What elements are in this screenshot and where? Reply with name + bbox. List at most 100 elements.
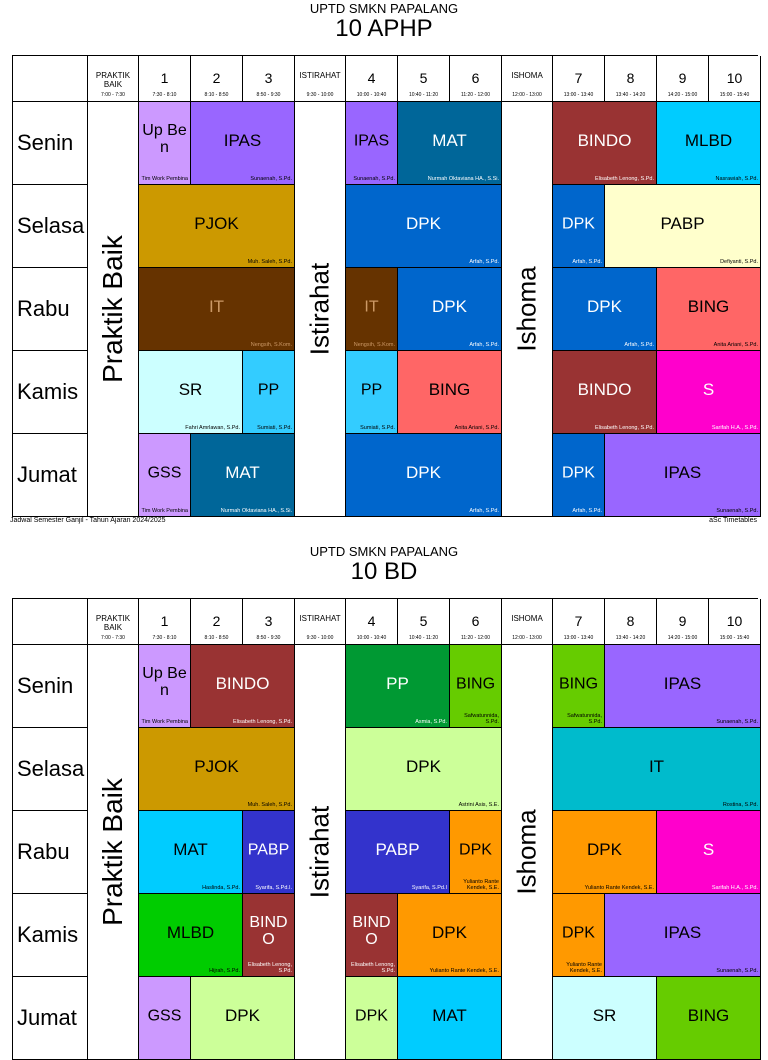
lesson-cell[interactable]: PJOK Muh. Saleh, S.Pd. xyxy=(139,185,295,268)
lesson-cell[interactable]: SR xyxy=(553,977,657,1060)
lesson-cell[interactable]: IT Nengsih, S.Kom. xyxy=(346,268,398,351)
teacher-name: Elisabeth Lenong, S.Pd. xyxy=(594,425,654,431)
subject-code: DPK xyxy=(406,756,441,776)
lesson-cell[interactable]: BING Anita Ariani, S.Pd. xyxy=(398,351,502,434)
lesson-cell[interactable]: DPK xyxy=(346,977,398,1060)
teacher-name: Haslinda, S.Pd. xyxy=(202,885,240,891)
lesson-cell[interactable]: PJOK Muh. Saleh, S.Pd. xyxy=(139,728,295,811)
subject-code: IT xyxy=(364,298,379,316)
lesson-cell[interactable]: BINDO Elisabeth Lenong, S.Pd. xyxy=(553,351,657,434)
subject-code: IT xyxy=(648,756,665,776)
lesson-cell[interactable]: Up Ben Tim Work Pembina xyxy=(139,645,191,728)
teacher-name: Sunaenah, S.Pd. xyxy=(716,968,758,974)
teacher-name: Defiyanti, S.Pd. xyxy=(720,259,758,265)
timetable-10-bd: PRAKTIK BAIK 7:00 - 7:30 1 7:30 - 8:10 2 8:10… xyxy=(12,598,761,1060)
lesson-cell[interactable]: DPK Astrini Asis, S.E. xyxy=(346,728,502,811)
period-number: 9 xyxy=(678,613,687,629)
day-label: Senin xyxy=(13,102,88,185)
period-number: 6 xyxy=(471,613,480,629)
lesson-cell[interactable]: PP Sumiati, S.Pd. xyxy=(346,351,398,434)
subject-code: BING xyxy=(687,296,730,316)
lesson-cell[interactable]: BINDO Elisabeth Lenong, S.Pd. xyxy=(553,102,657,185)
header-period-6: 6 11:20 - 12:00 xyxy=(450,599,502,645)
subject-code: DPK xyxy=(459,841,492,859)
lesson-cell[interactable]: DPK Arfah, S.Pd. xyxy=(398,268,502,351)
lesson-cell[interactable]: BINDO Elisabeth Lenong, S.Pd. xyxy=(191,645,295,728)
period-time: 11:20 - 12:00 xyxy=(460,635,491,641)
lesson-cell[interactable]: DPK xyxy=(191,977,295,1060)
teacher-name: Elisabeth Lenong, S.Pd. xyxy=(594,176,654,182)
lesson-cell[interactable]: Up Ben Tim Work Pembina xyxy=(139,102,191,185)
lesson-cell[interactable]: DPK Yulianto Rante Kendek, S.E. xyxy=(398,894,502,977)
lesson-cell[interactable]: PP Asmia, S.Pd. xyxy=(346,645,450,728)
lesson-cell[interactable]: PABP Syarifa, S.Pd.I xyxy=(346,811,450,894)
lesson-cell[interactable]: DPK Yulianto Rante Kendek, S.E. xyxy=(553,894,605,977)
lesson-cell[interactable]: MAT Nurmah Oktaviana HA., S.Si. xyxy=(191,434,295,517)
lesson-cell[interactable]: PABP Syarifa, S.Pd.I. xyxy=(243,811,295,894)
lesson-cell[interactable]: DPK Yulianto Rante Kendek, S.E. xyxy=(450,811,502,894)
period-number: 1 xyxy=(160,70,169,86)
day-label: Senin xyxy=(13,645,88,728)
period-number: 5 xyxy=(419,70,428,86)
period-time: 9:30 - 10:00 xyxy=(306,92,334,98)
subject-code: MAT xyxy=(225,462,260,482)
period-number: 8 xyxy=(626,613,635,629)
subject-code: DPK xyxy=(432,296,467,316)
header-ishoma: ISHOMA 12:00 - 13:00 xyxy=(502,599,553,645)
day-label: Rabu xyxy=(13,268,88,351)
lesson-cell[interactable]: IPAS Sunaenah, S.Pd. xyxy=(346,102,398,185)
lesson-cell[interactable]: BINDO Elisabeth Lenong, S.Pd. xyxy=(243,894,295,977)
lesson-cell[interactable]: BING xyxy=(657,977,761,1060)
teacher-name: Sumiati, S.Pd. xyxy=(257,425,292,431)
subject-code: IT xyxy=(208,296,225,316)
subject-code: BINDO xyxy=(577,379,632,399)
teacher-name: Nurmah Oktaviana HA., S.Si. xyxy=(427,176,499,182)
teacher-name: Sarifah H.A., S.Pd. xyxy=(711,425,758,431)
lesson-cell[interactable]: IT Rostina, S.Pd. xyxy=(553,728,761,811)
lesson-cell[interactable]: MLBD Hijrah, S.Pd. xyxy=(139,894,243,977)
period-number: 10 xyxy=(726,70,743,86)
day-label: Jumat xyxy=(13,434,88,517)
lesson-cell[interactable]: GSS xyxy=(139,977,191,1060)
lesson-cell[interactable]: IPAS Sunaenah, S.Pd. xyxy=(605,894,761,977)
lesson-cell[interactable]: DPK Arfah, S.Pd. xyxy=(346,434,502,517)
lesson-cell[interactable]: BING Anita Ariani, S.Pd. xyxy=(657,268,761,351)
lesson-cell[interactable]: DPK Yulianto Rante Kendek, S.E. xyxy=(553,811,657,894)
period-time: 13:00 - 13:40 xyxy=(563,635,594,641)
lesson-cell[interactable]: MAT Haslinda, S.Pd. xyxy=(139,811,243,894)
lesson-cell[interactable]: BING Safwatunnida, S.Pd. xyxy=(553,645,605,728)
teacher-name: Yulianto Rante Kendek, S.E. xyxy=(429,968,499,974)
subject-code: IPAS xyxy=(223,130,262,150)
teacher-name: Elisabeth Lenong, S.Pd. xyxy=(350,962,395,974)
period-time: 7:00 - 7:30 xyxy=(101,92,125,98)
lesson-cell[interactable]: S Sarifah H.A., S.Pd. xyxy=(657,811,761,894)
lesson-cell[interactable]: SR Fahri Amrlawan, S.Pd. xyxy=(139,351,243,434)
period-time: 10:40 - 11:20 xyxy=(408,635,439,641)
subject-code: MAT xyxy=(173,839,208,859)
praktik-baik-column-label: Praktik Baik xyxy=(97,235,128,383)
lesson-cell[interactable]: PP Sumiati, S.Pd. xyxy=(243,351,295,434)
lesson-cell[interactable]: IPAS Sunaenah, S.Pd. xyxy=(605,434,761,517)
subject-code: DPK xyxy=(562,464,595,482)
period-time: 12:00 - 13:00 xyxy=(512,635,542,641)
lesson-cell[interactable]: MLBD Nasrawiah, S.Pd. xyxy=(657,102,761,185)
lesson-cell[interactable]: PABP Defiyanti, S.Pd. xyxy=(605,185,761,268)
lesson-cell[interactable]: DPK Arfah, S.Pd. xyxy=(553,268,657,351)
lesson-cell[interactable]: BING Safwatunnida, S.Pd. xyxy=(450,645,502,728)
lesson-cell[interactable]: IT Nengsih, S.Kom. xyxy=(139,268,295,351)
lesson-cell[interactable]: IPAS Sunaenah, S.Pd. xyxy=(605,645,761,728)
teacher-name: Sunaenah, S.Pd. xyxy=(250,176,292,182)
header-period-9: 9 14:20 - 15:00 xyxy=(657,599,709,645)
period-time: 7:00 - 7:30 xyxy=(101,635,125,641)
subject-code: PP xyxy=(257,381,280,399)
lesson-cell[interactable]: GSS Tim Work Pembina xyxy=(139,434,191,517)
lesson-cell[interactable]: MAT xyxy=(398,977,502,1060)
lesson-cell[interactable]: BINDO Elisabeth Lenong, S.Pd. xyxy=(346,894,398,977)
lesson-cell[interactable]: DPK Arfah, S.Pd. xyxy=(553,434,605,517)
column-label: ISHOMA xyxy=(511,71,543,80)
lesson-cell[interactable]: MAT Nurmah Oktaviana HA., S.Si. xyxy=(398,102,502,185)
lesson-cell[interactable]: S Sarifah H.A., S.Pd. xyxy=(657,351,761,434)
lesson-cell[interactable]: IPAS Sunaenah, S.Pd. xyxy=(191,102,295,185)
lesson-cell[interactable]: DPK Arfah, S.Pd. xyxy=(346,185,502,268)
lesson-cell[interactable]: DPK Arfah, S.Pd. xyxy=(553,185,605,268)
